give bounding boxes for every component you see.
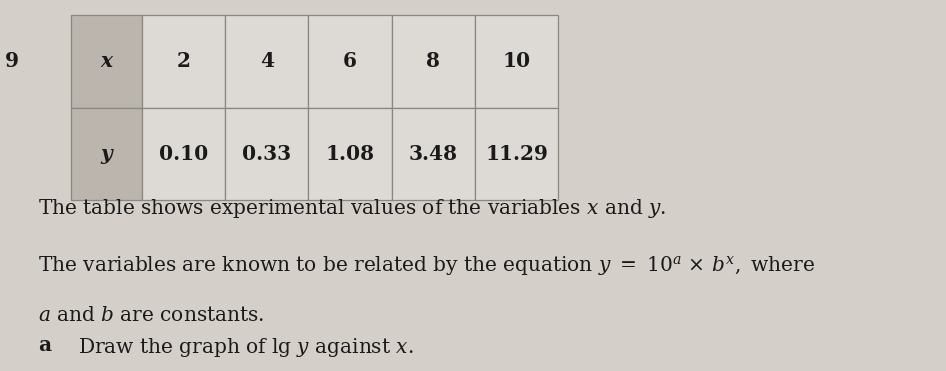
Text: 0.10: 0.10: [159, 144, 208, 164]
Text: 3.48: 3.48: [409, 144, 458, 164]
Bar: [71, 108, 142, 200]
Bar: [392, 108, 475, 200]
Text: 10: 10: [502, 51, 531, 71]
Text: y: y: [100, 144, 113, 164]
Bar: [475, 108, 558, 200]
Text: 0.33: 0.33: [242, 144, 291, 164]
Text: 2: 2: [177, 51, 190, 71]
Text: $\mathit{a}\ \mathrm{and\ }\mathit{b}\mathrm{\ are\ constants.}$: $\mathit{a}\ \mathrm{and\ }\mathit{b}\ma…: [38, 306, 264, 325]
Bar: [142, 108, 225, 200]
Bar: [475, 15, 558, 108]
Text: x: x: [100, 51, 113, 71]
Bar: [71, 15, 142, 108]
Text: 4: 4: [260, 51, 273, 71]
Bar: [392, 15, 475, 108]
Text: 11.29: 11.29: [485, 144, 548, 164]
Text: 1.08: 1.08: [325, 144, 375, 164]
Bar: [225, 15, 308, 108]
Text: $\mathbf{a}$: $\mathbf{a}$: [38, 336, 52, 355]
Text: $\mathrm{The\ table\ shows\ experimental\ values\ of\ the\ variables\ }\mathit{x: $\mathrm{The\ table\ shows\ experimental…: [38, 197, 666, 220]
Text: 9: 9: [5, 51, 19, 71]
Bar: [142, 15, 225, 108]
Bar: [308, 15, 392, 108]
Text: 8: 8: [427, 51, 440, 71]
Bar: [225, 108, 308, 200]
Text: $\mathrm{Draw\ the\ graph\ of\ lg\ }\mathit{y}\mathrm{\ against\ }\mathit{x}\mat: $\mathrm{Draw\ the\ graph\ of\ lg\ }\mat…: [78, 336, 413, 359]
Bar: [308, 108, 392, 200]
Text: 6: 6: [343, 51, 357, 71]
Text: $\mathrm{The\ variables\ are\ known\ to\ be\ related\ by\ the\ equation\ }\mathi: $\mathrm{The\ variables\ are\ known\ to\…: [38, 254, 815, 278]
